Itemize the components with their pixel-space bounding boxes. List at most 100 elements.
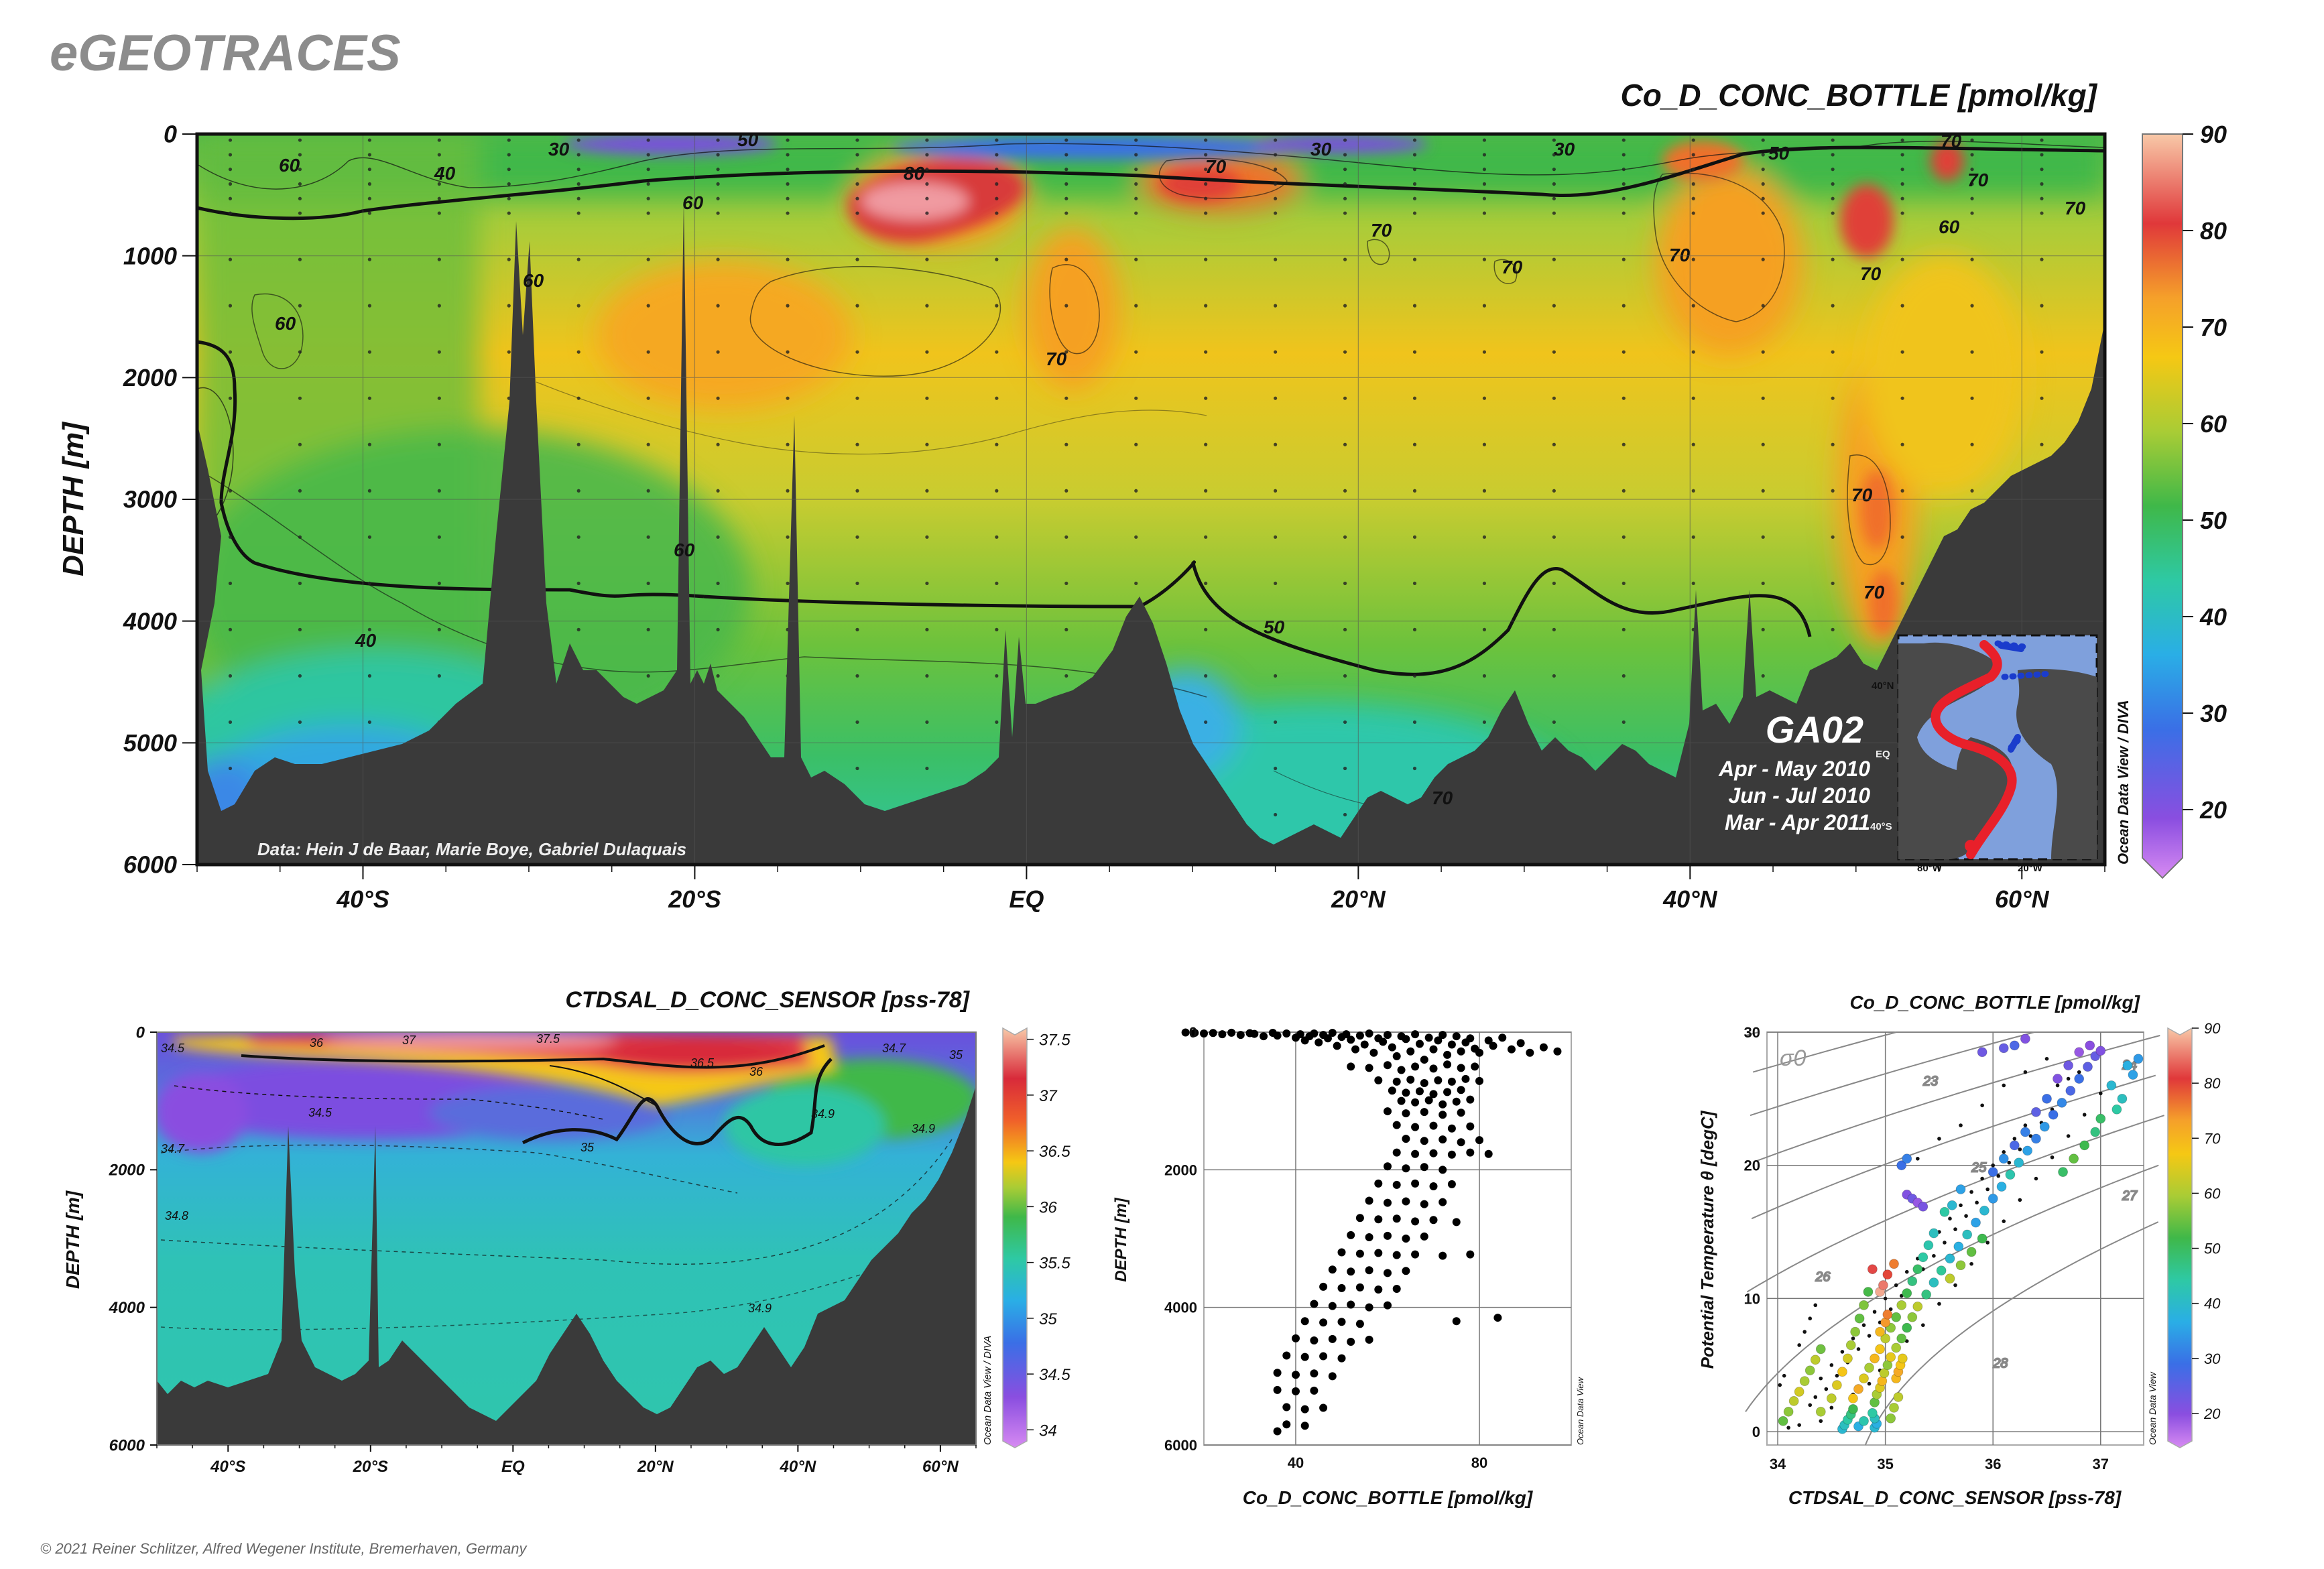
- data-point: [1918, 1201, 1929, 1212]
- y-tick-label: 2000: [1164, 1162, 1197, 1178]
- data-point: [1929, 1277, 1939, 1288]
- station-dot: [1412, 211, 1417, 215]
- station-dot: [1204, 257, 1208, 261]
- x-tick-label: 20°N: [1331, 885, 1386, 913]
- data-point: [1402, 1197, 1410, 1206]
- data-point: [2066, 1076, 2071, 1081]
- data-point: [1829, 1363, 1834, 1367]
- data-point: [1402, 1109, 1410, 1118]
- data-point: [1883, 1296, 1888, 1301]
- station-dot: [1691, 138, 1695, 142]
- station-dot: [1552, 720, 1556, 725]
- station-dot: [646, 535, 650, 539]
- y-tick-label: 0: [136, 1023, 145, 1042]
- station-dot: [1900, 581, 1904, 585]
- station-dot: [716, 168, 720, 172]
- colorbar-tick-label: 70: [2200, 314, 2227, 341]
- station-dot: [925, 350, 929, 354]
- station-dot: [1343, 182, 1347, 186]
- station-dot: [1831, 304, 1835, 308]
- data-point: [1932, 1254, 1936, 1258]
- contour-label: 30: [548, 139, 570, 160]
- isopycnal-line: [1750, 1031, 2035, 1117]
- station-dot: [1761, 535, 1765, 539]
- data-point: [2020, 1033, 2030, 1044]
- station-dot: [1761, 138, 1765, 142]
- ts-title: Co_D_CONC_BOTTLE [pmol/kg]: [1850, 992, 2141, 1013]
- data-point: [1406, 1075, 1415, 1084]
- data-point: [1310, 1386, 1319, 1395]
- data-point: [1429, 1045, 1438, 1054]
- data-point: [1953, 1241, 1964, 1252]
- data-point: [1452, 1317, 1461, 1326]
- colorbar-tick-label: 40: [2204, 1296, 2221, 1312]
- data-point: [2023, 1070, 2028, 1074]
- station-dot: [855, 720, 859, 725]
- data-point: [1507, 1045, 1516, 1054]
- station-dot: [1900, 182, 1904, 186]
- station-dot: [995, 627, 999, 631]
- data-point: [1457, 1064, 1465, 1072]
- station-dot: [1343, 720, 1347, 725]
- station-dot: [995, 720, 999, 725]
- colorbar-tick-label: 90: [2200, 121, 2227, 148]
- station-dot: [298, 581, 302, 585]
- station-dot: [716, 182, 720, 186]
- station-dot: [507, 257, 511, 261]
- data-point: [1365, 1196, 1373, 1205]
- profile-watermark: Ocean Data View: [1575, 1376, 1585, 1445]
- data-point: [2009, 1140, 2020, 1151]
- station-dot: [367, 627, 371, 631]
- colorbar-tick-label: 35.5: [1039, 1255, 1071, 1273]
- salinity-colorbar: 34 34.5 35 35.5 36 36.5 37 37.5 Ocean Data View…: [982, 1027, 1071, 1448]
- station-dot: [1691, 168, 1695, 172]
- data-point: [1282, 1420, 1291, 1429]
- station-dot: [437, 257, 441, 261]
- station-dot: [1343, 396, 1347, 400]
- colorbar-tick-label: 90: [2204, 1020, 2221, 1037]
- cruise-inset-map: 40°N EQ 40°S: [1870, 634, 2098, 861]
- station-dot: [1134, 442, 1138, 446]
- salinity-topography: [157, 1086, 976, 1445]
- station-dot: [786, 304, 790, 308]
- data-point: [1819, 1376, 1823, 1381]
- data-point: [1424, 1033, 1433, 1042]
- data-point: [1328, 1302, 1337, 1310]
- station-dot: [507, 304, 511, 308]
- data-point: [1439, 1111, 1447, 1119]
- station-dot: [646, 442, 650, 446]
- station-dot: [507, 211, 511, 215]
- station-dot: [367, 257, 371, 261]
- station-dot: [507, 350, 511, 354]
- data-point: [1461, 1074, 1470, 1083]
- station-dot: [298, 196, 302, 200]
- station-dot: [1831, 257, 1835, 261]
- data-point: [1831, 1380, 1842, 1390]
- data-point: [2020, 1127, 2030, 1137]
- station-dot: [1134, 489, 1138, 493]
- station-dot: [855, 535, 859, 539]
- station-dot: [1900, 153, 1904, 157]
- data-point: [2002, 1219, 2006, 1223]
- contour-label: 36: [749, 1065, 763, 1078]
- data-point: [1891, 1312, 1902, 1322]
- data-point: [1943, 1241, 1947, 1245]
- data-point: [2031, 1107, 2041, 1117]
- salinity-colorbar-watermark: Ocean Data View / DIVA: [982, 1336, 993, 1445]
- station-dot: [1970, 442, 1974, 446]
- station-dot: [507, 168, 511, 172]
- station-dot: [1343, 153, 1347, 157]
- data-point: [1365, 1064, 1373, 1072]
- data-point: [1867, 1334, 1872, 1338]
- isopycnal-line: [1745, 1164, 2159, 1412]
- data-point: [1319, 1403, 1328, 1412]
- station-dot: [437, 350, 441, 354]
- station-dot: [1064, 138, 1068, 142]
- station-dot: [1691, 535, 1695, 539]
- station-dot: [1552, 489, 1556, 493]
- data-point: [1923, 1240, 1934, 1251]
- data-point: [1439, 1198, 1447, 1206]
- station-dot: [1552, 396, 1556, 400]
- station-dot: [1552, 581, 1556, 585]
- station-dot: [1691, 442, 1695, 446]
